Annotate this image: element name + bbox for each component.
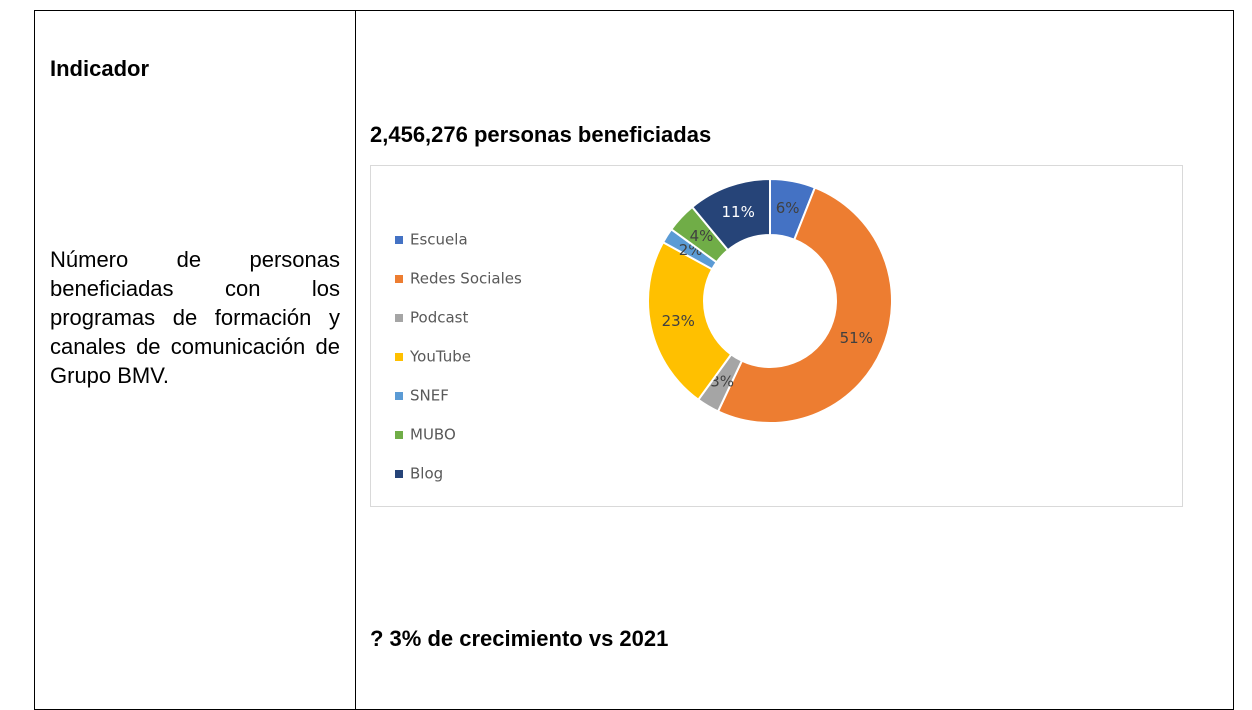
legend-label: Redes Sociales — [410, 270, 522, 288]
donut-slice — [690, 177, 771, 252]
donut-slice — [716, 186, 893, 424]
data-label: 6% — [776, 199, 800, 217]
legend-swatch — [395, 392, 403, 400]
legend-swatch — [395, 236, 403, 244]
chart-heading: 2,456,276 personas beneficiadas — [370, 122, 712, 147]
cell-heading: Indicador — [50, 56, 150, 81]
data-label: 23% — [662, 312, 695, 330]
legend-swatch — [395, 314, 403, 322]
cell-divider — [355, 10, 356, 710]
cell-description: Número de personas beneficiadas con los … — [50, 247, 340, 388]
donut-slice — [647, 240, 733, 402]
legend-label: Podcast — [410, 309, 468, 327]
growth-text: ? 3% de crecimiento vs 2021 — [370, 626, 669, 651]
data-label: 51% — [840, 329, 873, 347]
legend-label: MUBO — [410, 426, 456, 444]
data-label: 11% — [721, 203, 754, 221]
legend-swatch — [395, 353, 403, 361]
legend-swatch — [395, 470, 403, 478]
page: Indicador Número de personas beneficiada… — [34, 10, 1234, 710]
chart: 6% Escuela 51% Redes Sociales 3% Podcast 23% Yo… — [370, 165, 1183, 507]
legend-label: Escuela — [410, 231, 468, 249]
legend-swatch — [395, 431, 403, 439]
legend-label: YouTube — [409, 348, 471, 366]
legend-label: SNEF — [410, 387, 449, 405]
legend-label: Blog — [410, 465, 443, 483]
data-label: 3% — [710, 372, 734, 390]
legend-swatch — [395, 275, 403, 283]
data-label: 4% — [690, 227, 714, 245]
